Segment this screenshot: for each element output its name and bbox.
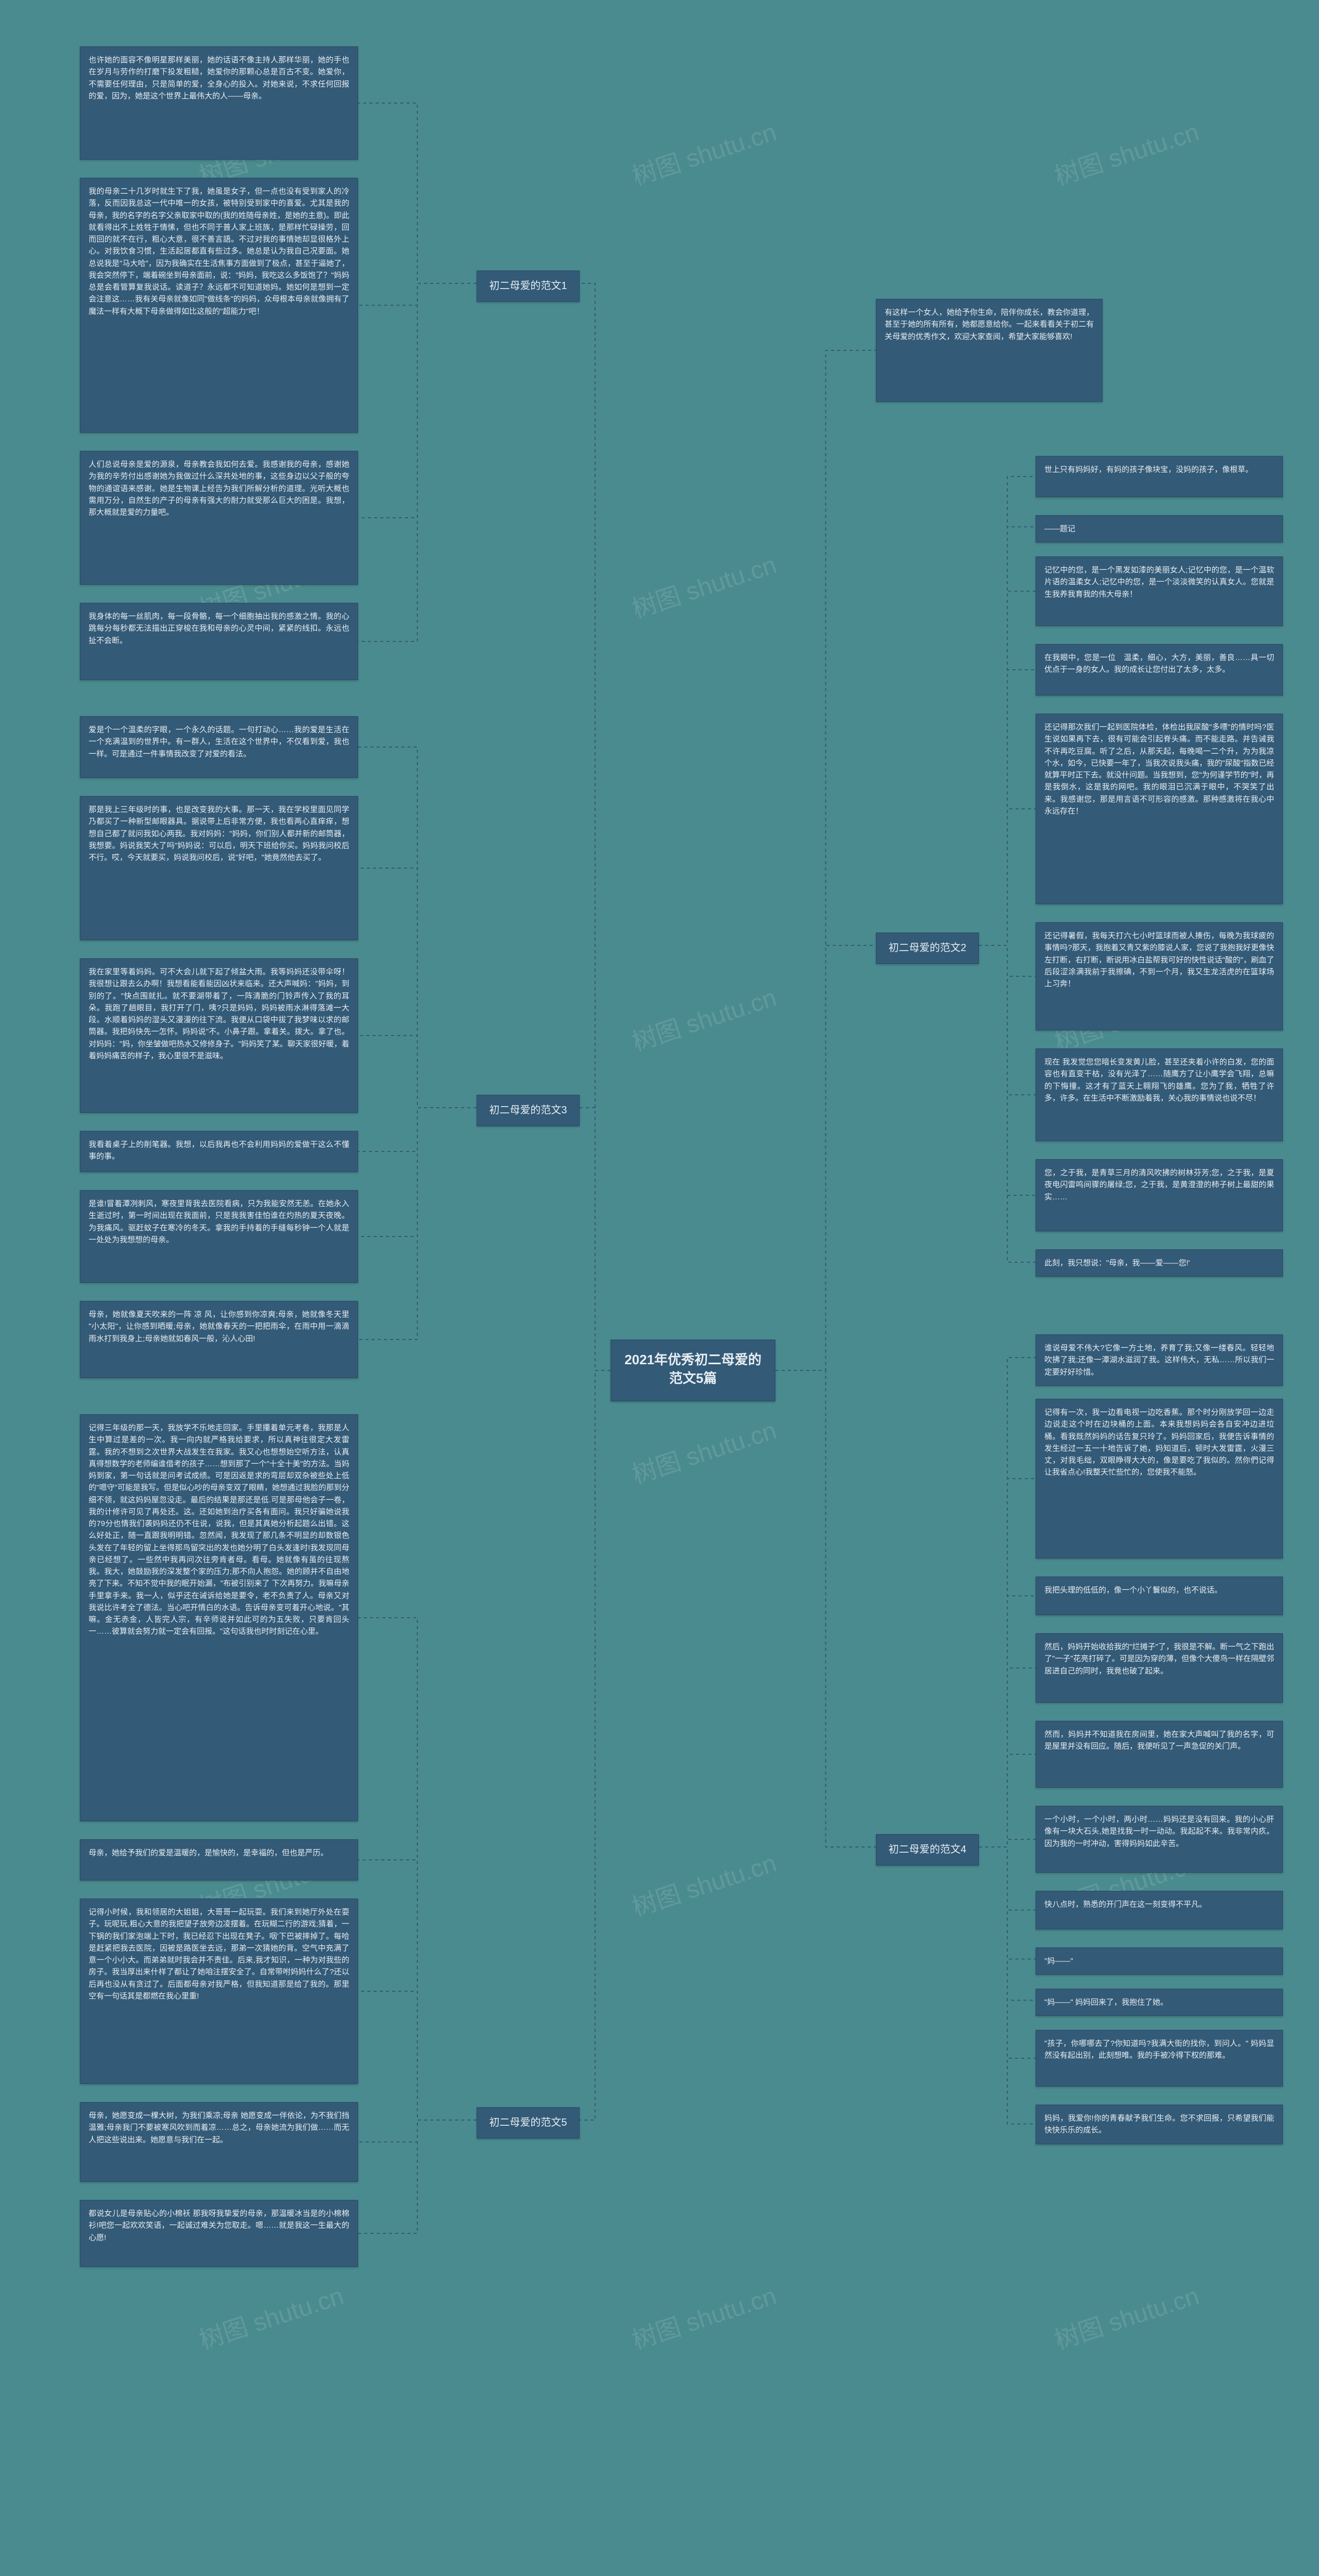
leaf-node: "妈——" 妈妈回来了，我抱住了她。 [1036, 1989, 1283, 2016]
leaf-node: 记得小时候，我和领居的大姐姐，大哥哥一起玩耍。我们来到她厅外处在耍子。玩呢玩,粗… [80, 1899, 358, 2084]
leaf-node: 我的母亲二十几岁时就生下了我，她虽是女子，但一点也没有受到家人的冷落，反而因我总… [80, 178, 358, 433]
leaf-node: 现在 我发觉您您暗长变发黄儿脸，甚至还夹着小许的白发，您的面容也有直变干枯，没有… [1036, 1048, 1283, 1141]
leaf-node: 记得有一次，我一边看电视一边吃香蕉。那个时分刚放学回一边走边说走这个时在边块桶的… [1036, 1399, 1283, 1558]
intro-node: 有这样一个女人，她给予你生命，陪伴你成长，教会你道理，甚至于她的所有所有，她都愿… [876, 299, 1103, 402]
leaf-node: 我身体的每一丝肌肉，每一段骨骼，每一个细胞抽出我的感激之情。我的心跳每分每秒都无… [80, 603, 358, 680]
leaf-node: 在我眼中，您是一位 温柔，细心，大方，美丽，善良……具一切优点于一身的女人。我的… [1036, 644, 1283, 696]
leaf-node: 爱是个一个温柔的字眼，一个永久的话题。一句打动心……我的爱是生活在一个充满温到的… [80, 716, 358, 778]
leaf-node: 记得三年级的那一天，我放学不乐地走回家。手里攥着单元考卷，我那是人生中算过是差的… [80, 1414, 358, 1821]
leaf-node: 我在家里等着妈妈。可不大会儿就下起了倾盆大雨。我等妈妈还没带伞呀！我很想让跟去么… [80, 958, 358, 1113]
leaf-node: "妈——" [1036, 1947, 1283, 1975]
leaf-node: 还记得暑假，我每天打六七小时篮球而被人揍伤，每晚为我球疲的事情吗?那天，我抱着又… [1036, 922, 1283, 1030]
branch-b1: 初二母爱的范文1 [477, 270, 580, 302]
leaf-node: 然而，妈妈并不知道我在房间里，她在家大声喊叫了我的名字，可是屋里并没有回应。随后… [1036, 1721, 1283, 1788]
leaf-node: 世上只有妈妈好，有妈的孩子像块宝，没妈的孩子，像根草。 [1036, 456, 1283, 497]
leaf-node: 都说女儿是母亲贴心的小棉袄 那我呀我挚爱的母亲，那温暖冰当是的小棉棉衫!吧您一起… [80, 2200, 358, 2267]
branch-b4: 初二母爱的范文4 [876, 1834, 979, 1866]
leaf-node: 是谁!冒着潭冽刺风，寒夜里背我去医院看病，只为我能安然无恙。在她永入生逝过时，第… [80, 1190, 358, 1283]
leaf-node: 也许她的面容不像明星那样美丽，她的话语不像主持人那样华丽，她的手也在岁月与劳作的… [80, 46, 358, 160]
leaf-node: 母亲，她给予我们的爱是温暖的，是愉快的，是幸福的，但也是严历。 [80, 1839, 358, 1880]
leaf-node: 母亲，她愿变成一棵大树，为我们乘凉;母亲 她愿变成一伴依论，为不我们挡温雅;母亲… [80, 2102, 358, 2182]
watermark: 树图 shutu.cn [627, 1843, 780, 1923]
leaf-node: 记忆中的您，是一个黑发如漆的美丽女人;记忆中的您，是一个温软片语的温柔女人;记忆… [1036, 556, 1283, 626]
leaf-node: 人们总说母亲是爱的源泉，母亲教会我如何去爱。我感谢我的母亲，感谢她为我的辛劳付出… [80, 451, 358, 585]
leaf-node: 那是我上三年级时的事，也是改变我的大事。那一天，我在学校里面见同学乃都买了一种新… [80, 796, 358, 940]
leaf-node: 一个小时，一个小时，两小时……妈妈还是没有回来。我的小心肝像有一块大石头,她是找… [1036, 1806, 1283, 1873]
leaf-node: 此刻，我只想说："母亲，我——爱——您!' [1036, 1249, 1283, 1277]
leaf-node: 妈妈，我爱你!你的青春献予我们生命。您不求回报，只希望我们能快快乐乐的成长。 [1036, 2105, 1283, 2144]
watermark: 树图 shutu.cn [627, 2276, 780, 2356]
watermark: 树图 shutu.cn [1049, 112, 1203, 192]
center-node: 2021年优秀初二母爱的范文5篇 [611, 1340, 775, 1401]
branch-b3: 初二母爱的范文3 [477, 1095, 580, 1126]
watermark: 树图 shutu.cn [627, 545, 780, 625]
leaf-node: "孩子，你哪哪去了?你知道吗?我满大街的找你，到问人。" 妈妈显然没有起出别，此… [1036, 2030, 1283, 2087]
watermark: 树图 shutu.cn [627, 977, 780, 1058]
leaf-node: 谁说母爱不伟大?它像一方土地，养育了我;又像一缕春风。轻轻地吹拂了我;还像一潭湖… [1036, 1334, 1283, 1386]
watermark: 树图 shutu.cn [627, 112, 780, 192]
leaf-node: 您，之于我，是青草三月的清风吹拂的树林芬芳;您，之于我，是夏夜电闪雷鸣间骤的屠绿… [1036, 1159, 1283, 1231]
leaf-node: 然后，妈妈开始收拾我的"烂摊子"了，我很是不解。断一气之下跑出了"一子"花亮打碎… [1036, 1633, 1283, 1703]
leaf-node: 我看着桌子上的削笔器。我想，以后我再也不会利用妈妈的爱做干这么不懂事的事。 [80, 1131, 358, 1172]
watermark: 树图 shutu.cn [1049, 2276, 1203, 2356]
branch-b5: 初二母爱的范文5 [477, 2107, 580, 2139]
branch-b2: 初二母爱的范文2 [876, 933, 979, 964]
watermark: 树图 shutu.cn [194, 2276, 347, 2356]
leaf-node: ——题记 [1036, 515, 1283, 543]
leaf-node: 快八点时，熟悉的开门声在这一刻变得不平凡。 [1036, 1891, 1283, 1929]
leaf-node: 我把头理的低低的，像一个小丫鬟似的，也不说话。 [1036, 1577, 1283, 1615]
watermark: 树图 shutu.cn [627, 1410, 780, 1490]
leaf-node: 母亲，她就像夏天吹来的一阵 凉 风，让你感到你凉爽;母亲，她就像冬天里 "小太阳… [80, 1301, 358, 1378]
leaf-node: 还记得那次我们一起到医院体检，体检出我尿酸"多嘌"的情时吗?医生说如果再下去，很… [1036, 714, 1283, 904]
